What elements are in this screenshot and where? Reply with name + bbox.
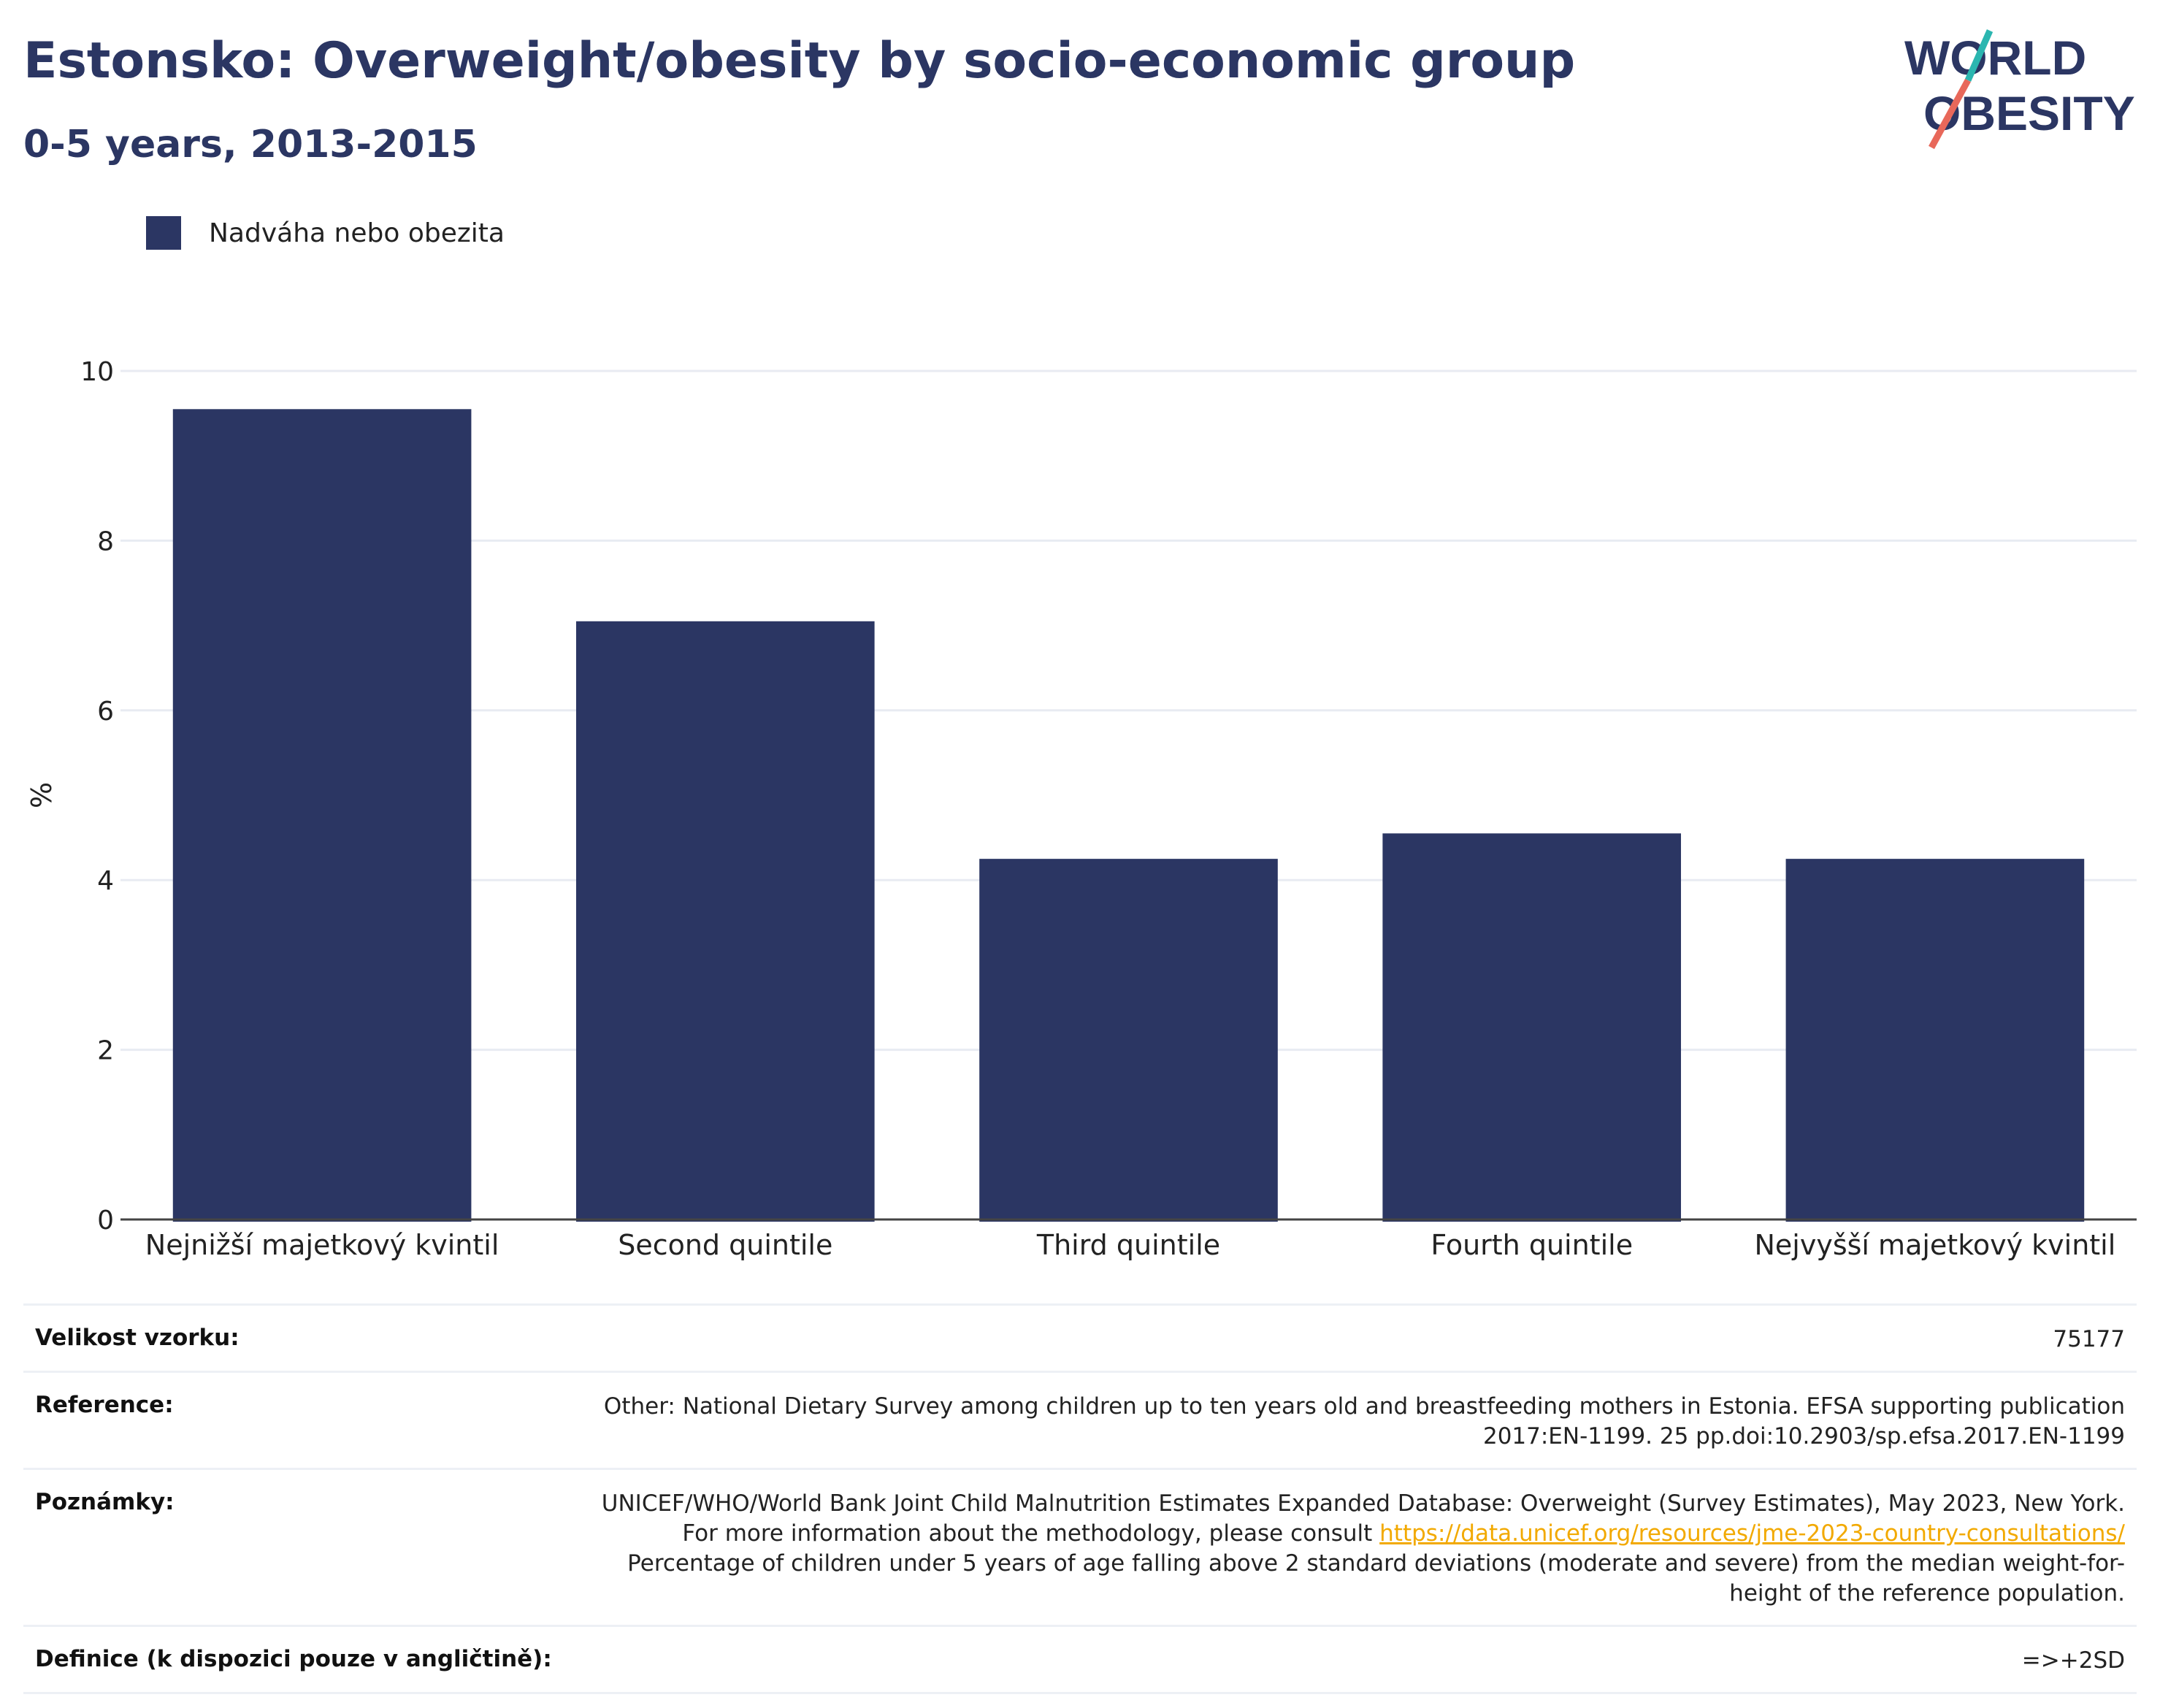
definition-value: =>+2SD — [2021, 1647, 2125, 1674]
notes-text-after: Percentage of children under 5 years of … — [627, 1550, 2125, 1606]
x-tick-label: Nejvyšší majetkový kvintil — [1754, 1229, 2115, 1261]
legend: Nadváha nebo obezita — [146, 216, 505, 250]
sample-label: Velikost vzorku: — [35, 1325, 240, 1351]
y-tick-label: 4 — [97, 866, 114, 896]
y-tick-label: 6 — [97, 697, 114, 727]
chart-subtitle: 0-5 years, 2013-2015 — [23, 123, 478, 166]
y-tick-label: 10 — [80, 357, 114, 387]
x-tick-label: Nejnižší majetkový kvintil — [145, 1229, 499, 1261]
y-axis-label: % — [26, 782, 58, 808]
logo-line1: WORLD — [1904, 31, 2086, 85]
bar — [575, 621, 875, 1222]
bar — [1785, 859, 2085, 1222]
metadata-table: Velikost vzorku: 75177 Reference: Other:… — [23, 1303, 2137, 1694]
x-tick-label: Second quintile — [618, 1229, 832, 1261]
notes-label: Poznámky: — [35, 1489, 175, 1515]
chart-title: Estonsko: Overweight/obesity by socio-ec… — [23, 32, 1576, 90]
notes-text-before: UNICEF/WHO/World Bank Joint Child Malnut… — [601, 1490, 2125, 1547]
bar — [172, 409, 472, 1222]
x-tick-label: Third quintile — [1036, 1229, 1220, 1261]
reference-label: Reference: — [35, 1392, 174, 1418]
bar — [979, 859, 1278, 1222]
bar-chart: 0 2 4 6 8 10% Nejnižší majetkový kvintil Second… — [26, 357, 2137, 1261]
legend-label: Nadváha nebo obezita — [209, 218, 505, 248]
meta-row-definition: Definice (k dispozici pouze v angličtině… — [23, 1625, 2137, 1694]
notes-value: UNICEF/WHO/World Bank Joint Child Malnut… — [570, 1489, 2125, 1609]
sample-value: 75177 — [2053, 1326, 2125, 1352]
legend-swatch — [146, 216, 181, 250]
y-tick-label: 8 — [97, 526, 114, 556]
y-tick-label: 2 — [97, 1036, 114, 1066]
reference-value: Other: National Dietary Survey among chi… — [603, 1393, 2125, 1449]
bar — [1382, 833, 1682, 1222]
y-tick-label: 0 — [97, 1206, 114, 1236]
methodology-link[interactable]: https://data.unicef.org/resources/jme-20… — [1379, 1520, 2125, 1547]
meta-row-notes: Poznámky: UNICEF/WHO/World Bank Joint Ch… — [23, 1468, 2137, 1625]
x-tick-label: Fourth quintile — [1431, 1229, 1633, 1261]
definition-label: Definice (k dispozici pouze v angličtině… — [35, 1646, 552, 1672]
world-obesity-logo: WORLD OBESITY — [1904, 29, 2135, 150]
meta-row-sample: Velikost vzorku: 75177 — [23, 1303, 2137, 1371]
meta-row-reference: Reference: Other: National Dietary Surve… — [23, 1371, 2137, 1468]
